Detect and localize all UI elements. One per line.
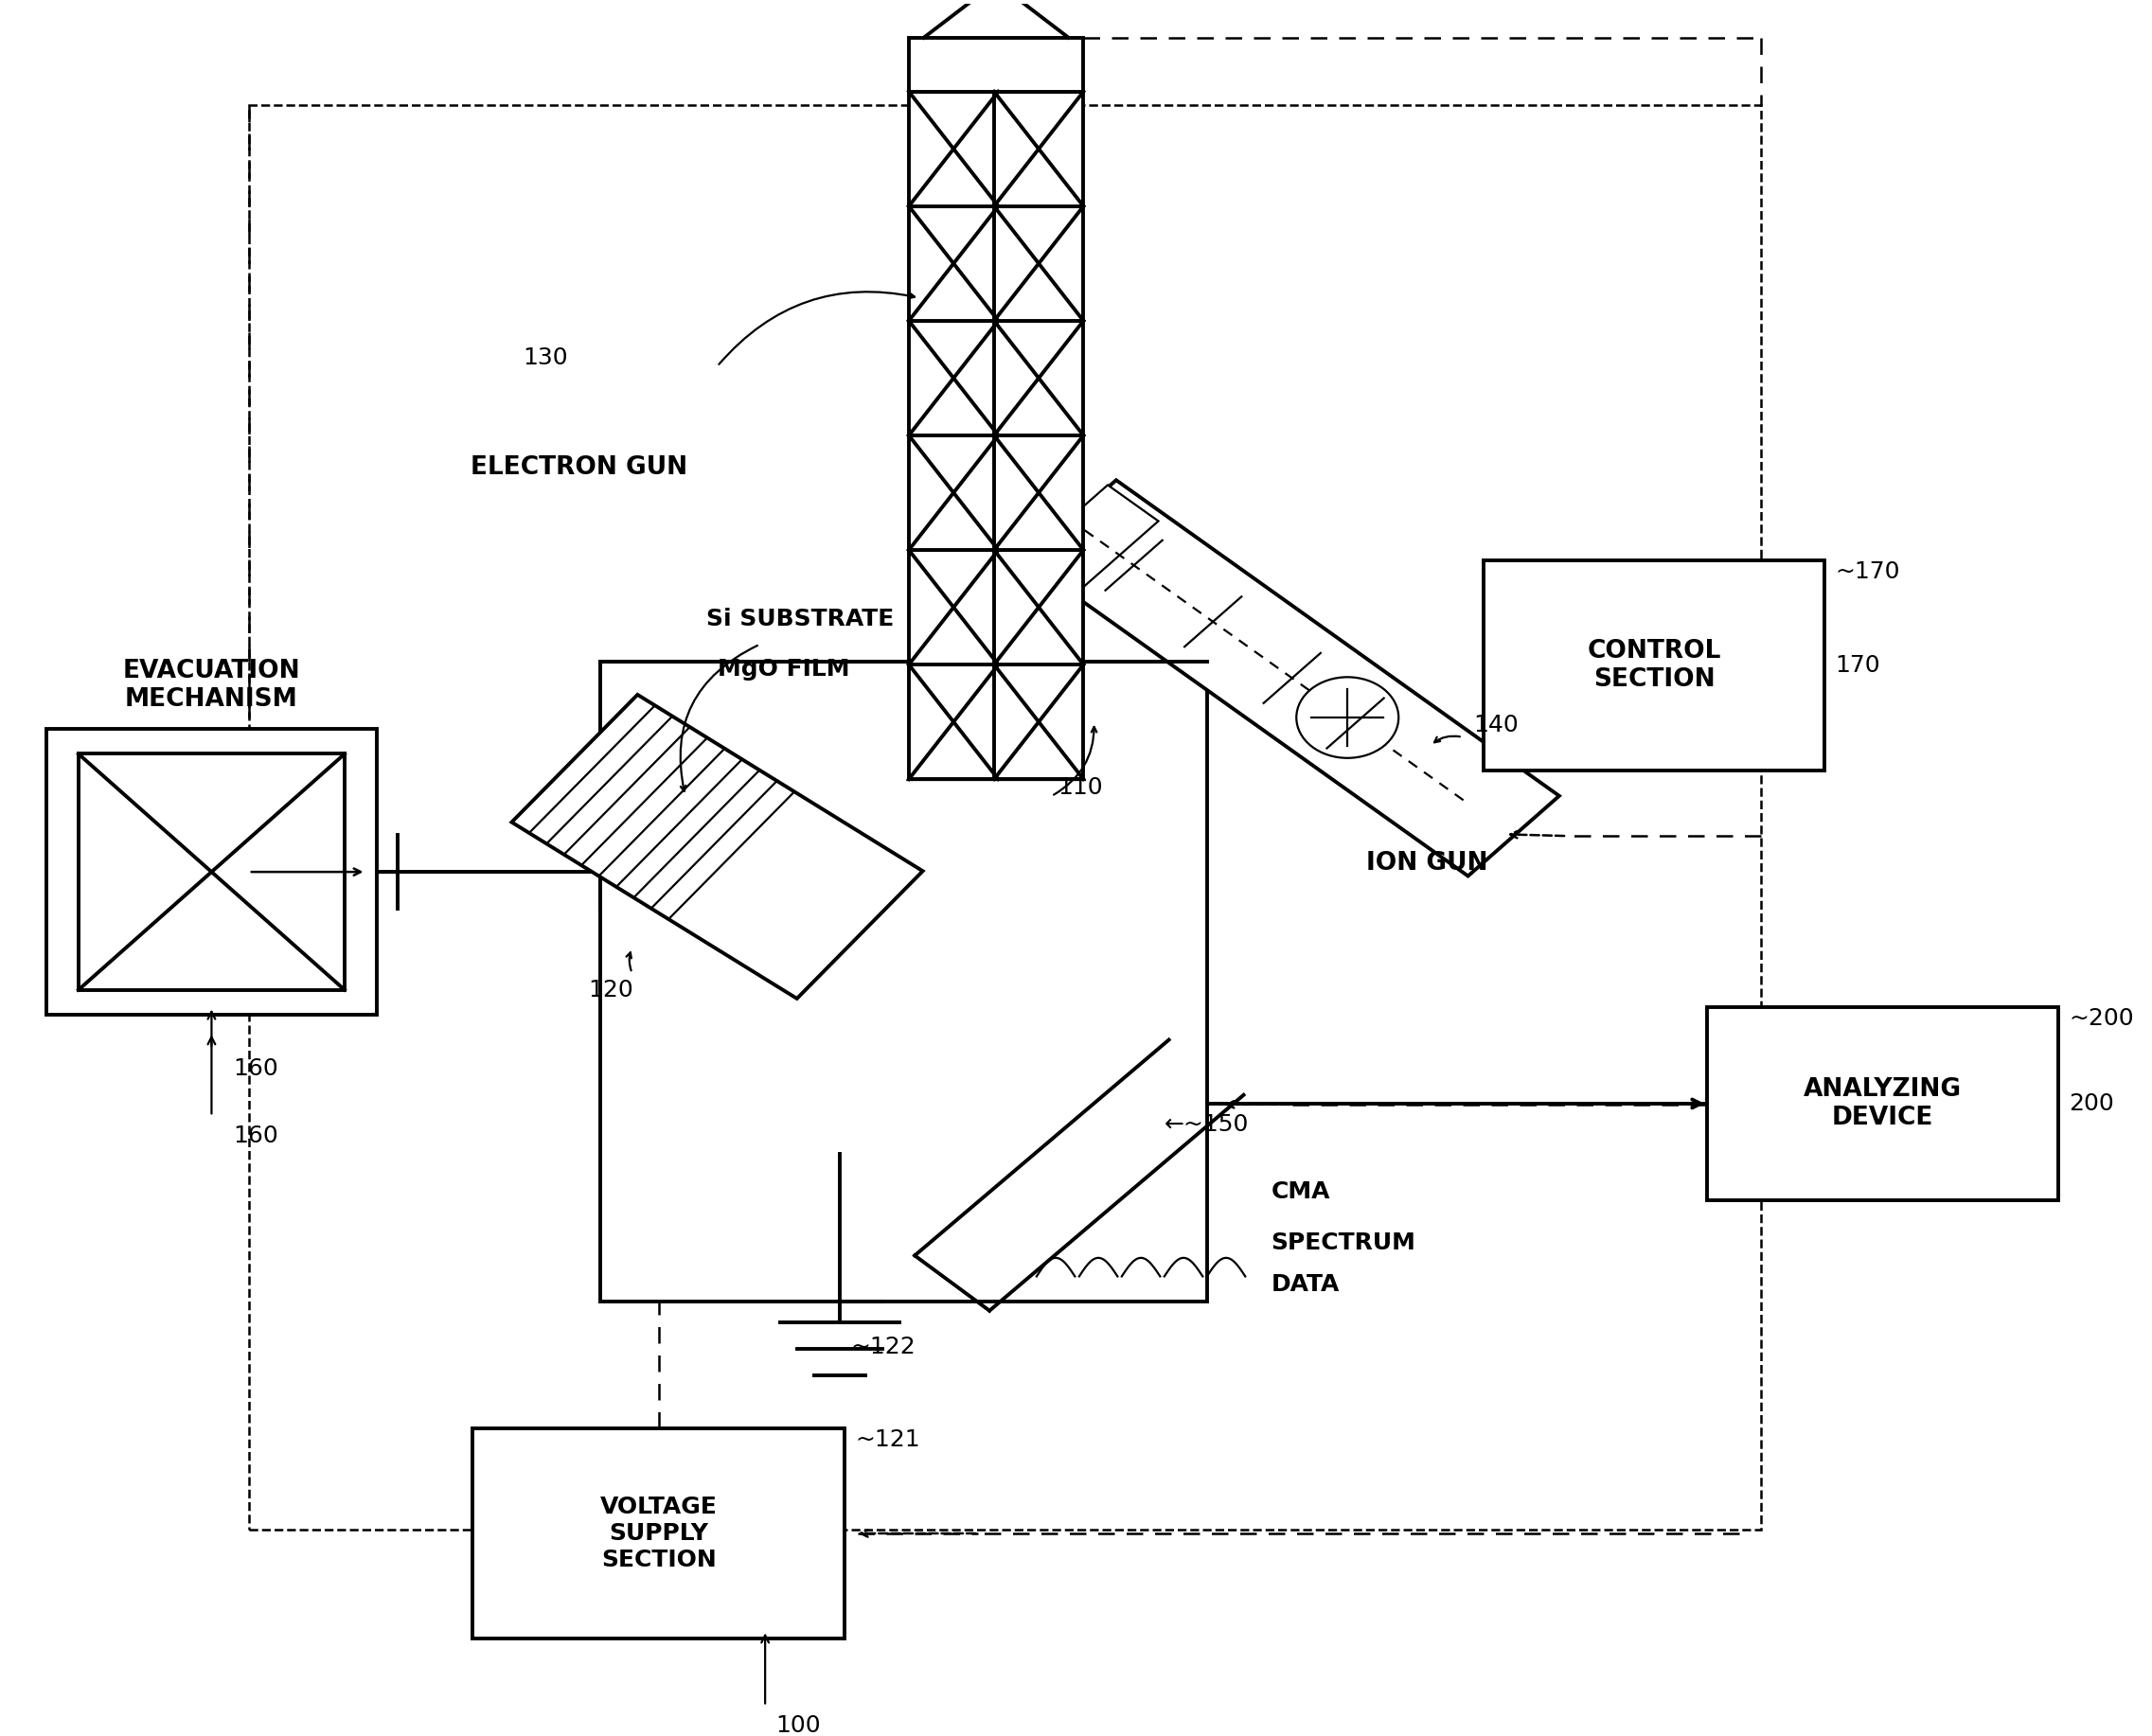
Text: 100: 100 xyxy=(775,1715,820,1736)
Bar xyxy=(1707,1007,2059,1201)
Text: ~200: ~200 xyxy=(2070,1007,2135,1029)
Text: 140: 140 xyxy=(1474,713,1519,736)
Text: ~121: ~121 xyxy=(856,1429,921,1451)
Text: ←~150: ←~150 xyxy=(1164,1113,1248,1135)
Text: CMA: CMA xyxy=(1272,1180,1330,1203)
Text: ~122: ~122 xyxy=(850,1335,915,1358)
Bar xyxy=(994,321,1082,436)
Bar xyxy=(77,753,344,990)
Bar xyxy=(908,665,999,779)
Circle shape xyxy=(1296,677,1399,759)
Text: 110: 110 xyxy=(1059,776,1104,799)
Text: VOLTAGE
SUPPLY
SECTION: VOLTAGE SUPPLY SECTION xyxy=(600,1496,717,1571)
Text: DATA: DATA xyxy=(1272,1274,1339,1297)
Text: 130: 130 xyxy=(523,347,568,370)
Text: ION GUN: ION GUN xyxy=(1367,851,1489,875)
Bar xyxy=(908,38,1082,92)
Text: SPECTRUM: SPECTRUM xyxy=(1272,1231,1416,1253)
Text: Si SUBSTRATE: Si SUBSTRATE xyxy=(706,608,895,630)
Text: MgO FILM: MgO FILM xyxy=(717,658,850,681)
Bar xyxy=(908,207,999,321)
Text: 160: 160 xyxy=(232,1125,278,1147)
Bar xyxy=(908,92,999,207)
Text: CONTROL
SECTION: CONTROL SECTION xyxy=(1588,639,1722,693)
Polygon shape xyxy=(512,694,923,998)
Bar xyxy=(994,207,1082,321)
Bar xyxy=(1483,561,1825,771)
Bar xyxy=(47,729,377,1016)
Bar xyxy=(908,550,999,665)
Text: EVACUATION
MECHANISM: EVACUATION MECHANISM xyxy=(123,658,301,712)
Bar xyxy=(994,436,1082,550)
Bar xyxy=(908,436,999,550)
Bar xyxy=(600,661,1207,1302)
Text: ELECTRON GUN: ELECTRON GUN xyxy=(471,455,686,479)
Polygon shape xyxy=(1024,481,1560,877)
Bar xyxy=(471,1429,846,1639)
Text: ANALYZING
DEVICE: ANALYZING DEVICE xyxy=(1803,1076,1963,1130)
Text: ~170: ~170 xyxy=(1836,561,1900,583)
Text: 170: 170 xyxy=(1836,654,1881,677)
Bar xyxy=(994,665,1082,779)
Text: 120: 120 xyxy=(587,979,633,1002)
Text: 160: 160 xyxy=(232,1057,278,1080)
Bar xyxy=(994,92,1082,207)
Bar xyxy=(250,106,1760,1529)
Bar xyxy=(908,321,999,436)
Bar xyxy=(994,550,1082,665)
Text: 200: 200 xyxy=(2070,1092,2115,1115)
Polygon shape xyxy=(908,661,1082,779)
Polygon shape xyxy=(1031,484,1158,589)
